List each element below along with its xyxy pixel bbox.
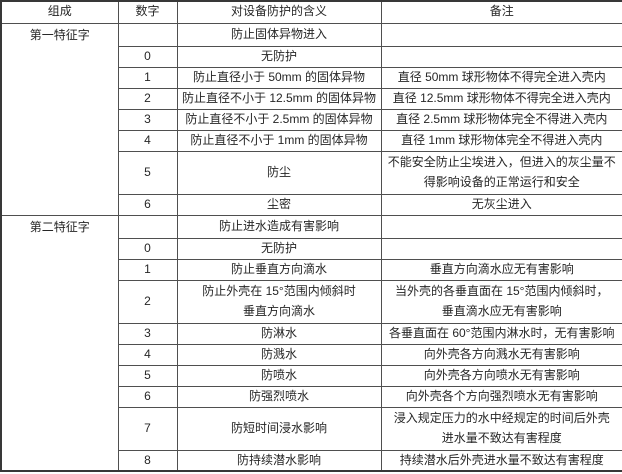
number-cell: 3 [117,322,178,345]
table-row: 8 防持续潜水影响 持续潜水后外壳进水量不致达有害程度 [1,449,622,472]
meaning-cell: 防持续潜水影响 [176,449,382,472]
remark-cell: 直径 1mm 球形物体完全不得进入壳内 [380,129,622,152]
meaning-cell: 防短时间浸水影响 [176,406,382,451]
number-cell: 5 [117,364,178,387]
number-cell: 4 [117,129,178,152]
number-cell: 8 [117,449,178,472]
remark-cell [380,214,622,239]
table-row: 1 防止直径小于 50mm 的固体异物 直径 50mm 球形物体不得完全进入壳内 [1,66,622,89]
header-cell-meaning: 对设备防护的含义 [176,0,382,24]
table-row: 0 无防护 [1,45,622,68]
meaning-cell: 无防护 [176,237,382,260]
table-row: 6 防强烈喷水 向外壳各个方向强烈喷水无有害影响 [1,385,622,408]
meaning-cell: 防溅水 [176,343,382,366]
table-row: 3 防淋水 各垂直面在 60°范围内淋水时，无有害影响 [1,322,622,345]
group-cell-first-characteristic: 第一特征字 [0,22,119,216]
number-cell: 6 [117,193,178,216]
meaning-cell: 防止垂直方向滴水 [176,258,382,281]
number-cell: 0 [117,45,178,68]
number-cell: 1 [117,258,178,281]
number-cell: 3 [117,108,178,131]
remark-cell: 向外壳各方向喷水无有害影响 [380,364,622,387]
table-row: 3 防止直径不小于 2.5mm 的固体异物 直径 2.5mm 球形物体完全不得进… [1,108,622,131]
meaning-cell: 防淋水 [176,322,382,345]
meaning-cell: 防止直径小于 50mm 的固体异物 [176,66,382,89]
remark-cell: 浸入规定压力的水中经规定的时间后外壳 进水量不致达有害程度 [380,406,622,451]
remark-cell: 向外壳各个方向强烈喷水无有害影响 [380,385,622,408]
meaning-cell: 防喷水 [176,364,382,387]
header-cell-remarks: 备注 [380,0,622,24]
meaning-cell: 防止外壳在 15°范围内倾斜时 垂直方向滴水 [176,279,382,324]
number-cell: 0 [117,237,178,260]
meaning-cell: 无防护 [176,45,382,68]
number-cell: 7 [117,406,178,451]
remark-cell [380,237,622,260]
number-cell: 4 [117,343,178,366]
meaning-cell: 防止进水造成有害影响 [176,214,382,239]
remark-cell: 持续潜水后外壳进水量不致达有害程度 [380,449,622,472]
table-row: 5 防尘 不能安全防止尘埃进入，但进入的灰尘量不 得影响设备的正常运行和安全 [1,150,622,195]
meaning-cell: 防止固体异物进入 [176,22,382,47]
remark-cell: 垂直方向滴水应无有害影响 [380,258,622,281]
number-cell: 5 [117,150,178,195]
number-cell: 2 [117,87,178,110]
meaning-cell: 防强烈喷水 [176,385,382,408]
remark-cell: 直径 12.5mm 球形物体不得完全进入壳内 [380,87,622,110]
meaning-cell: 防止直径不小于 2.5mm 的固体异物 [176,108,382,131]
remark-cell: 不能安全防止尘埃进入，但进入的灰尘量不 得影响设备的正常运行和安全 [380,150,622,195]
meaning-cell: 尘密 [176,193,382,216]
number-cell [117,214,178,239]
meaning-cell: 防止直径不小于 12.5mm 的固体异物 [176,87,382,110]
number-cell: 2 [117,279,178,324]
table-row: 1 防止垂直方向滴水 垂直方向滴水应无有害影响 [1,258,622,281]
header-row: 组成 数字 对设备防护的含义 备注 [0,0,622,24]
remark-cell: 直径 50mm 球形物体不得完全进入壳内 [380,66,622,89]
remark-cell [380,45,622,68]
remark-cell: 各垂直面在 60°范围内淋水时，无有害影响 [380,322,622,345]
table-row: 第一特征字 防止固体异物进入 [0,22,622,216]
group-cell-second-characteristic: 第二特征字 [0,214,119,472]
header-cell-composition: 组成 [0,0,119,24]
number-cell [117,22,178,47]
remark-cell: 无灰尘进入 [380,193,622,216]
table-row: 第二特征字 防止进水造成有害影响 [0,214,622,472]
table-row: 2 防止直径不小于 12.5mm 的固体异物 直径 12.5mm 球形物体不得完… [1,87,622,110]
number-cell: 6 [117,385,178,408]
remark-cell [380,22,622,47]
number-cell: 1 [117,66,178,89]
header-cell-number: 数字 [117,0,178,24]
table-row: 5 防喷水 向外壳各方向喷水无有害影响 [1,364,622,387]
table-row: 0 无防护 [1,237,622,260]
meaning-cell: 防止直径不小于 1mm 的固体异物 [176,129,382,152]
remark-cell: 向外壳各方向溅水无有害影响 [380,343,622,366]
remark-cell: 直径 2.5mm 球形物体完全不得进入壳内 [380,108,622,131]
meaning-cell: 防尘 [176,150,382,195]
table-row: 4 防止直径不小于 1mm 的固体异物 直径 1mm 球形物体完全不得进入壳内 [1,129,622,152]
remark-cell: 当外壳的各垂直面在 15°范围内倾斜时， 垂直滴水应无有害影响 [380,279,622,324]
